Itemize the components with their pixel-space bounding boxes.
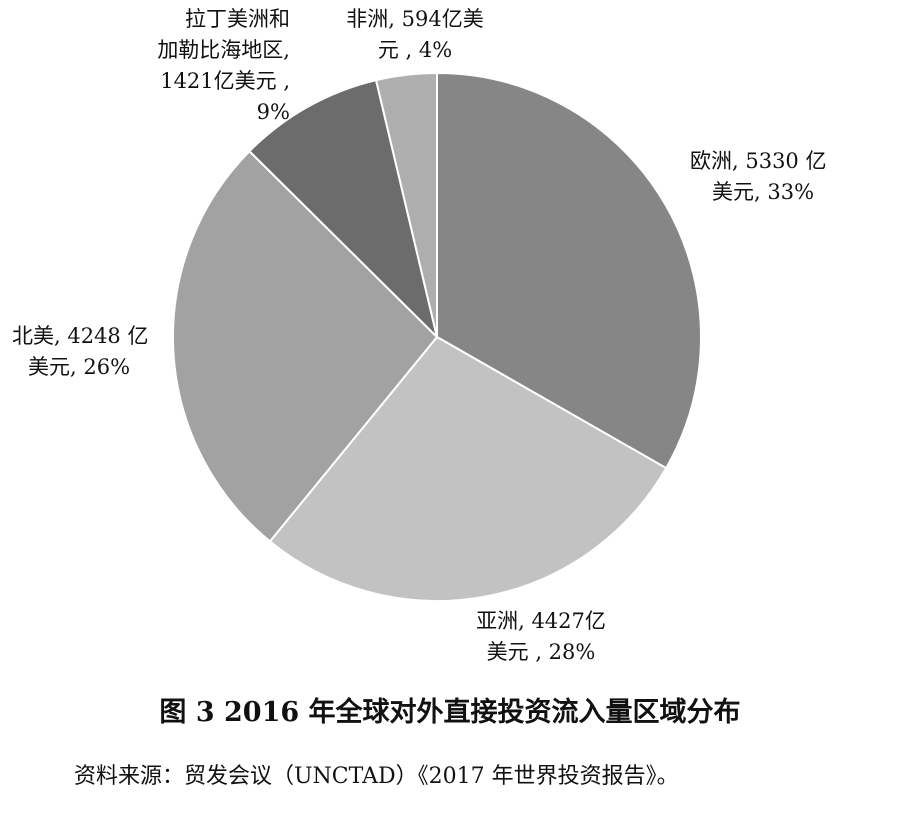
label-latam-line2: 加勒比海地区, bbox=[157, 38, 290, 62]
label-asia: 亚洲, 4427亿 美元 , 28% bbox=[456, 606, 626, 668]
label-latam-line4: 9% bbox=[256, 100, 290, 124]
label-asia-line1: 亚洲, 4427亿 bbox=[476, 609, 606, 633]
slice-europe bbox=[436, 71, 702, 470]
label-europe: 欧洲, 5330 亿美元, 33% bbox=[690, 146, 826, 208]
chart-title: 图 3 2016 年全球对外直接投资流入量区域分布 bbox=[159, 697, 741, 728]
slice-north-america bbox=[172, 149, 439, 543]
label-latam-line1: 拉丁美洲和 bbox=[185, 7, 290, 31]
label-asia-line2: 美元 , 28% bbox=[486, 640, 596, 664]
label-north-america-line1: 北美, 4248 亿 bbox=[12, 324, 149, 348]
label-north-america: 北美, 4248 亿美元, 26% bbox=[12, 321, 148, 383]
chart-source: 资料来源：贸发会议（UNCTAD）《2017 年世界投资报告》。 bbox=[74, 764, 679, 789]
label-europe-line2: 美元, 33% bbox=[712, 180, 815, 204]
slice-africa bbox=[374, 71, 438, 338]
label-europe-line1: 欧洲, 5330 亿 bbox=[690, 149, 827, 173]
label-africa-line2: 元 , 4% bbox=[377, 38, 453, 62]
pie-chart bbox=[172, 71, 702, 602]
slice-latam bbox=[247, 78, 439, 341]
label-latam-line3: 1421亿美元 , bbox=[160, 69, 290, 93]
label-africa: 非洲, 594亿美元 , 4% bbox=[330, 4, 500, 66]
label-latam: 拉丁美洲和加勒比海地区, 1421亿美元 , 9% bbox=[120, 4, 290, 128]
label-africa-line1: 非洲, 594亿美 bbox=[346, 7, 484, 31]
label-north-america-line2: 美元, 26% bbox=[28, 355, 131, 379]
slice-asia bbox=[268, 335, 668, 602]
